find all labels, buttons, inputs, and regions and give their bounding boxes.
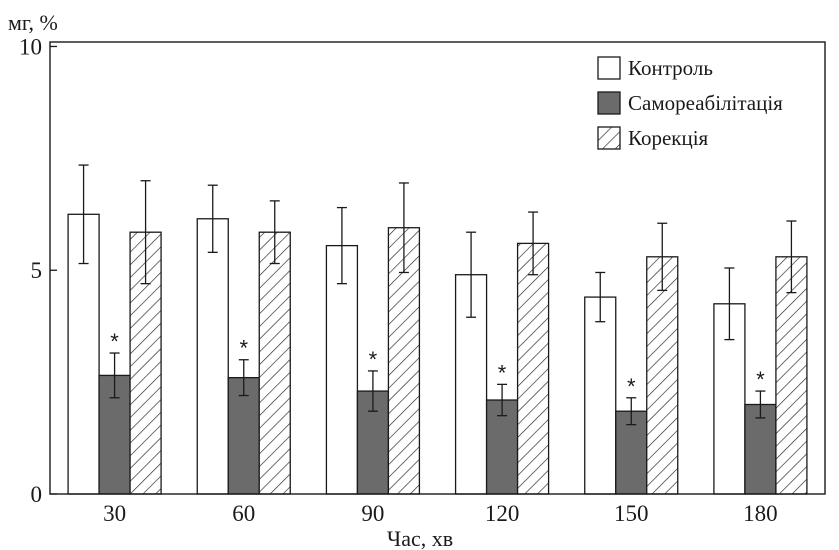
bar-2-60 [258,231,291,495]
error-bar-0-30 [78,164,89,265]
error-bar-2-60 [269,200,280,265]
legend-swatch-2 [597,126,621,150]
error-bar-1-30 [109,352,120,399]
legend: Контроль Самореабілітація Корекція [597,56,783,150]
legend-label-0: Контроль [628,56,713,80]
x-tick-label-150: 150 [614,501,649,526]
legend-label-2: Корекція [628,126,709,150]
bar-0-150 [584,296,617,495]
error-bar-1-150 [626,397,637,426]
legend-label-1: Самореабілітація [628,91,783,115]
significance-star-30: * [110,329,119,354]
significance-star-120: * [498,360,507,385]
error-bar-1-180 [755,390,766,419]
error-bar-2-150 [657,222,668,292]
x-axis-title: Час, хв [387,526,453,550]
significance-star-90: * [369,347,378,372]
x-tick-label-30: 30 [103,501,126,526]
significance-star-150: * [627,374,636,399]
bar-0-60 [196,218,229,495]
error-bar-1-90 [367,370,378,412]
x-tick-label-60: 60 [232,501,255,526]
error-bar-0-60 [207,184,218,253]
y-tick-label-10: 10 [19,34,42,59]
plot-frame [49,41,826,495]
error-bar-2-120 [528,211,539,276]
bar-2-150 [646,256,679,495]
error-bar-1-60 [238,359,249,397]
x-tick-label-120: 120 [485,501,520,526]
bar-2-120 [516,242,550,495]
x-tick-label-90: 90 [361,501,384,526]
significance-star-180: * [756,367,765,392]
y-tick-label-5: 5 [31,258,43,283]
error-bar-0-90 [336,206,347,285]
bar-1-180 [744,403,777,495]
y-tick-label-0: 0 [31,482,43,507]
error-bar-0-180 [724,267,735,341]
error-bar-2-30 [140,180,151,285]
error-bar-2-90 [398,182,409,274]
error-bar-0-120 [466,231,477,318]
error-bar-0-150 [595,271,606,323]
error-bar-2-180 [786,220,797,294]
legend-swatch-0 [597,56,621,80]
legend-swatch-1 [597,91,621,115]
x-tick-label-180: 180 [743,501,778,526]
error-bar-1-120 [497,383,508,417]
significance-star-60: * [239,336,248,361]
y-axis-title: мг, % [8,10,58,35]
